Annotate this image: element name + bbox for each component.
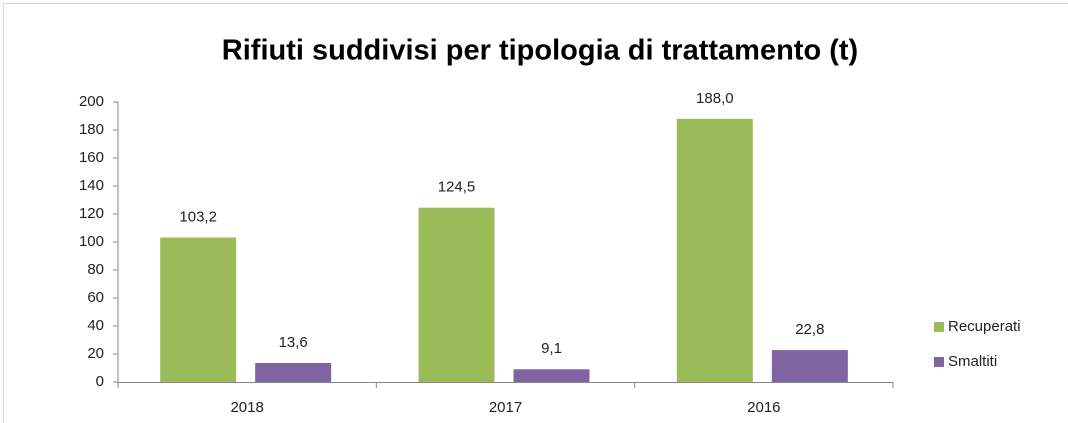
value-label: 188,0: [696, 90, 734, 107]
y-tick-label: 200: [79, 93, 104, 110]
legend-label: Recuperati: [948, 318, 1021, 335]
y-tick-label: 120: [79, 205, 104, 222]
bar: [255, 362, 332, 382]
x-tick-label: 2017: [489, 399, 522, 416]
y-tick-label: 0: [96, 373, 104, 390]
bar: [418, 207, 495, 382]
value-label: 22,8: [795, 321, 824, 338]
y-tick-label: 180: [79, 121, 104, 138]
y-tick-label: 20: [87, 345, 104, 362]
x-tick-label: 2018: [230, 399, 263, 416]
bar: [771, 350, 848, 382]
value-label: 9,1: [541, 340, 562, 357]
x-tick-label: 2016: [747, 399, 780, 416]
y-tick-label: 80: [87, 261, 104, 278]
chart-border: [3, 3, 1068, 423]
y-tick-label: 40: [87, 317, 104, 334]
value-label: 124,5: [438, 179, 476, 196]
legend-swatch: [934, 322, 944, 332]
value-label: 13,6: [279, 334, 308, 351]
y-tick-label: 100: [79, 233, 104, 250]
legend-swatch: [934, 357, 944, 367]
legend-label: Smaltiti: [948, 353, 997, 370]
y-tick-label: 60: [87, 289, 104, 306]
y-tick-label: 160: [79, 149, 104, 166]
bar: [676, 118, 753, 383]
bar: [160, 237, 237, 382]
value-label: 103,2: [179, 208, 217, 225]
chart-title: Rifiuti suddivisi per tipologia di tratt…: [222, 35, 858, 67]
y-tick-label: 140: [79, 177, 104, 194]
bar: [513, 369, 590, 382]
